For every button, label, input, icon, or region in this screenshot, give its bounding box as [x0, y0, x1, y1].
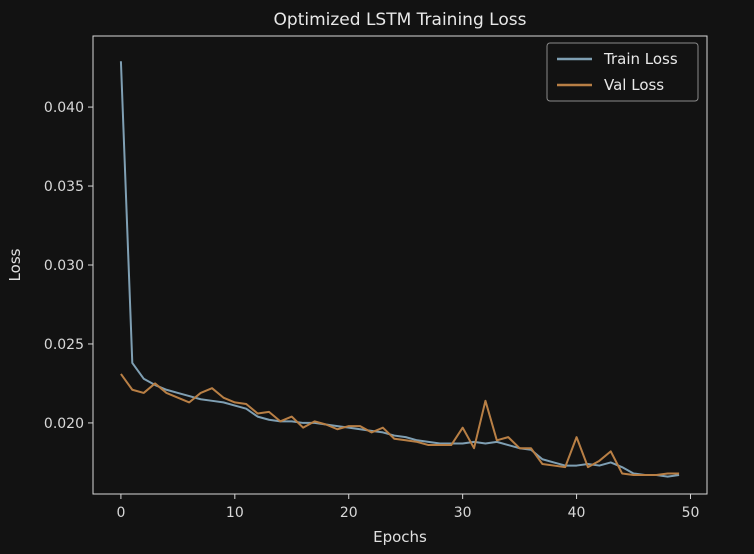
y-tick-label: 0.020	[44, 416, 84, 432]
x-tick-label: 30	[454, 505, 472, 521]
series-line-val-loss	[120, 373, 680, 477]
legend-label-train-loss: Train Loss	[603, 50, 678, 68]
x-tick-label: 0	[116, 505, 125, 521]
legend: Train Loss Val Loss	[546, 42, 699, 102]
x-tick-label: 40	[568, 505, 586, 521]
x-axis-ticks: 0 10 20 30 40 50	[116, 494, 699, 521]
y-axis-ticks: 0.020 0.025 0.030 0.035 0.040	[44, 100, 93, 432]
plot-area	[92, 35, 708, 495]
y-tick-label: 0.030	[44, 258, 84, 274]
chart-title: Optimized LSTM Training Loss	[274, 10, 527, 30]
x-axis-label: Epochs	[373, 528, 427, 546]
y-tick-label: 0.040	[44, 100, 84, 116]
legend-label-val-loss: Val Loss	[604, 76, 664, 94]
series-lines	[119, 61, 680, 478]
x-tick-label: 50	[682, 505, 700, 521]
y-axis-label: Loss	[6, 248, 24, 281]
x-tick-label: 10	[226, 505, 244, 521]
x-tick-label: 20	[340, 505, 358, 521]
y-tick-label: 0.025	[44, 337, 84, 353]
y-tick-label: 0.035	[44, 179, 84, 195]
legend-box	[546, 42, 699, 102]
series-line-train-loss	[119, 61, 680, 478]
